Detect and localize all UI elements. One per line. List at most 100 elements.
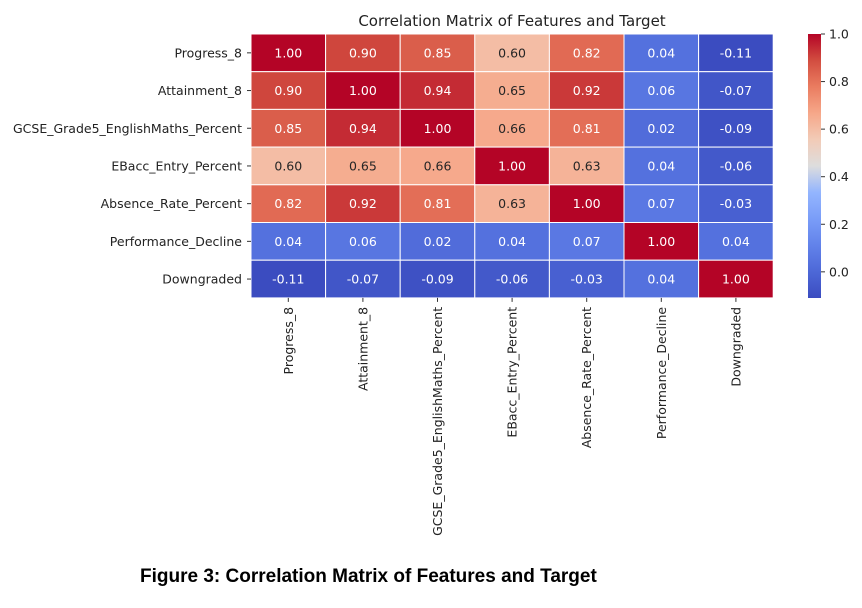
column-labels: Progress_8 Attainment_8 GCSE_Grade5_Englis… [281,297,743,536]
cell-value-label: 0.82 [573,45,601,60]
heatmap-cell [399,71,476,110]
cell-value-label: -0.06 [720,158,752,173]
heatmap-cell [250,146,327,186]
cell-value-label: 0.60 [498,45,526,60]
cell-value-label: 0.85 [424,45,452,60]
column-label: GCSE_Grade5_EnglishMaths_Percent [430,307,445,536]
cell-value-label: 1.00 [722,272,750,287]
cell-value-label: 0.90 [349,45,377,60]
heatmap-cell [250,184,327,224]
cell-value-label: 0.92 [573,83,601,98]
cell-value-label: 1.00 [498,158,526,173]
cell-value-label: -0.07 [347,272,379,287]
heatmap-cell [399,259,476,299]
cell-value-label: 0.06 [349,234,377,249]
heatmap-cell [250,222,327,261]
cell-value-label: 0.81 [573,121,601,136]
heatmap-cell [399,108,476,148]
heatmap-cell [250,259,327,299]
cell-value-label: 1.00 [274,45,302,60]
cell-value-label: 0.60 [274,158,302,173]
chart-title: Correlation Matrix of Features and Targe… [358,12,665,30]
cell-value-label: 1.00 [349,83,377,98]
row-label: Absence_Rate_Percent [101,196,242,211]
heatmap-cell [548,71,625,110]
cell-value-label: 0.04 [722,234,750,249]
cell-value-label: 0.85 [274,121,302,136]
heatmap-cell [399,184,476,224]
cell-value-label: 0.94 [424,83,452,98]
cell-value-label: 0.65 [349,158,377,173]
heatmap-cell [548,108,625,148]
colorbar-tick-label: 0.4 [829,169,849,184]
heatmap-cells: 1.00 0.90 0.85 0.60 0.82 0.04 -0.11 0.90 1.00 0.9… [250,33,774,299]
column-label: Downgraded [728,307,743,387]
colorbar-tick-label: 0.8 [829,74,849,89]
cell-value-label: 1.00 [573,196,601,211]
colorbar-tick-label: 1.0 [829,27,849,42]
cell-value-label: 0.07 [573,234,601,249]
cell-value-label: -0.07 [720,83,752,98]
cell-value-label: -0.11 [720,45,752,60]
heatmap-cell [250,33,327,73]
column-label: Progress_8 [281,307,296,375]
cell-value-label: -0.03 [571,272,603,287]
colorbar-tick-label: 0.2 [829,217,849,232]
row-label: Progress_8 [174,45,242,60]
heatmap-cell [698,108,774,148]
colorbar-tick-label: 0.6 [829,122,849,137]
cell-value-label: -0.09 [421,272,453,287]
heatmap-cell [698,71,774,110]
cell-value-label: 0.63 [573,158,601,173]
cell-value-label: 0.02 [647,121,675,136]
row-label: Performance_Decline [110,234,243,249]
row-labels: Progress_8 Attainment_8 GCSE_Grade5_Englis… [13,45,251,287]
cell-value-label: -0.11 [272,272,304,287]
heatmap-cell [325,108,401,148]
column-label: Attainment_8 [355,307,370,391]
cell-value-label: 0.04 [274,234,302,249]
cell-value-label: 0.07 [647,196,675,211]
cell-value-label: 0.82 [274,196,302,211]
heatmap-cell [623,33,700,73]
cell-value-label: 0.04 [647,272,675,287]
cell-value-label: 0.04 [498,234,526,249]
cell-value-label: 0.66 [498,121,526,136]
heatmap-cell [325,146,401,186]
cell-value-label: 1.00 [647,234,675,249]
colorbar: 0.0 0.2 0.4 0.6 0.8 1.0 [808,27,849,298]
cell-value-label: 0.06 [647,83,675,98]
row-label: GCSE_Grade5_EnglishMaths_Percent [13,121,242,136]
cell-value-label: 1.00 [424,121,452,136]
column-label: Performance_Decline [654,307,669,440]
heatmap-cell [698,222,774,261]
row-label: Downgraded [162,272,242,287]
cell-value-label: -0.09 [720,121,752,136]
heatmap-cell [548,222,625,261]
row-label: Attainment_8 [158,83,242,98]
cell-value-label: 0.66 [424,158,452,173]
cell-value-label: 0.94 [349,121,377,136]
row-label: EBacc_Entry_Percent [111,158,242,173]
heatmap-cell [548,259,625,299]
heatmap-cell [698,146,774,186]
heatmap-cell [623,146,700,186]
colorbar-tick-label: 0.0 [829,264,849,279]
heatmap-cell [325,33,401,73]
cell-value-label: 0.90 [274,83,302,98]
heatmap-cell [474,259,550,299]
colorbar-gradient [808,34,821,298]
cell-value-label: 0.04 [647,45,675,60]
column-label: Absence_Rate_Percent [579,307,594,448]
cell-value-label: 0.02 [424,234,452,249]
heatmap-figure: Correlation Matrix of Features and Targe… [13,12,849,536]
cell-value-label: 0.04 [647,158,675,173]
heatmap-cell [325,222,401,261]
cell-value-label: 0.65 [498,83,526,98]
heatmap-cell [623,108,700,148]
figure-caption: Figure 3: Correlation Matrix of Features… [140,566,597,587]
heatmap-cell [474,222,550,261]
heatmap-cell [623,259,700,299]
heatmap-cell [698,259,774,299]
heatmap-cell [399,33,476,73]
